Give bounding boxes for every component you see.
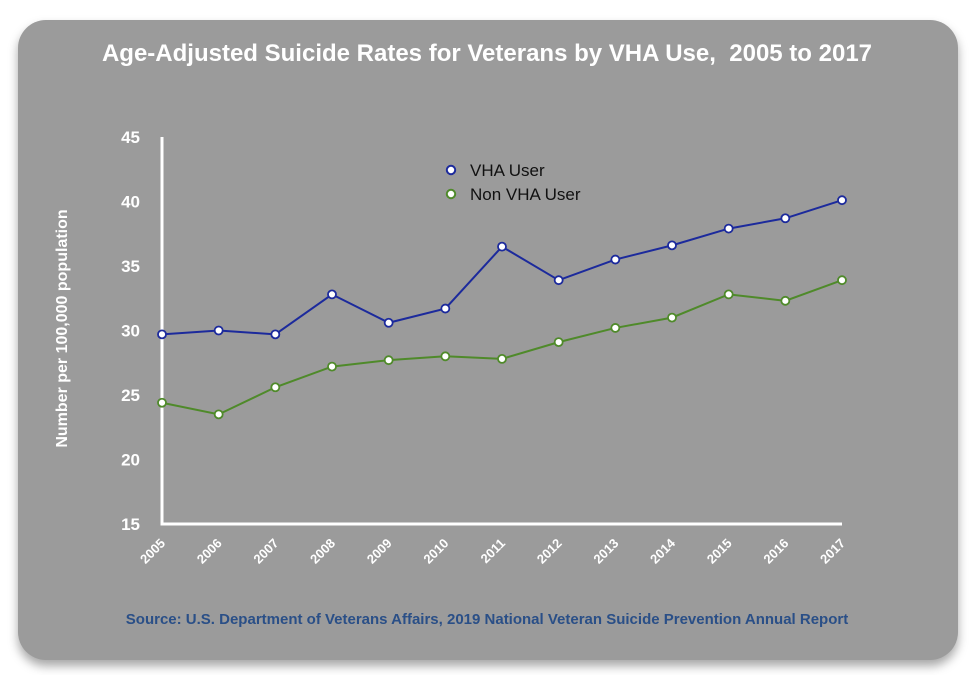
vha-user-point <box>723 223 734 234</box>
non-vha-user-point <box>497 353 507 364</box>
non-vha-user-line <box>161 279 843 416</box>
vha-user-point <box>383 317 394 328</box>
vha-user-point <box>837 195 847 206</box>
y-axis-label: Number per 100,000 population <box>54 209 71 447</box>
x-tick-label: 2013 <box>590 536 621 567</box>
x-tick-label: 2012 <box>534 536 565 567</box>
non-vha-user-point <box>610 323 621 333</box>
vha-user-point <box>553 275 564 286</box>
non-vha-user-point <box>723 289 734 300</box>
vha-user-point <box>213 325 224 336</box>
x-tick-label: 2016 <box>760 536 791 567</box>
vha-user-point <box>667 240 677 251</box>
y-tick-label: 20 <box>121 451 140 470</box>
vha-user-point <box>610 254 621 265</box>
vha-user-point <box>497 241 507 252</box>
non-vha-user-point <box>157 397 167 408</box>
vha-user-point <box>780 213 791 224</box>
x-tick-label: 2014 <box>647 535 679 567</box>
chart-legend: VHA User Non VHA User <box>445 161 581 204</box>
vha-user-line <box>161 199 843 336</box>
non-vha-user-point <box>270 382 281 393</box>
chart-card <box>18 20 958 660</box>
x-tick-label: 2005 <box>137 536 168 567</box>
non-vha-user-point <box>213 409 224 420</box>
legend-marker-non-vha-user <box>445 188 457 200</box>
source-note: Source: U.S. Department of Veterans Affa… <box>125 611 849 628</box>
y-tick-label: 25 <box>121 386 140 405</box>
x-tick-label: 2011 <box>478 536 509 567</box>
non-vha-user-point <box>837 275 847 286</box>
non-vha-user-point <box>667 312 677 323</box>
non-vha-user-point <box>383 355 394 366</box>
y-tick-label: 30 <box>121 322 140 341</box>
x-tick-label: 2006 <box>194 536 225 567</box>
x-tick-label: 2009 <box>364 536 395 567</box>
legend-marker-vha-user <box>445 164 457 176</box>
vha-user-point <box>327 289 337 300</box>
non-vha-user-point <box>553 337 564 348</box>
chart-series <box>157 195 847 420</box>
x-tick-label: 2017 <box>817 536 848 567</box>
non-vha-user-point <box>327 361 337 372</box>
vha-user-point <box>157 329 167 340</box>
y-tick-label: 40 <box>121 193 140 212</box>
x-tick-label: 2007 <box>250 536 281 567</box>
y-tick-label: 15 <box>121 515 140 534</box>
non-vha-user-point <box>440 351 451 362</box>
y-tick-label: 35 <box>121 257 140 276</box>
x-tick-label: 2010 <box>420 536 451 567</box>
x-tick-label: 2008 <box>307 536 338 567</box>
x-tick-label: 2015 <box>704 536 735 567</box>
vha-user-point <box>440 303 451 314</box>
vha-user-point <box>270 329 281 340</box>
legend-label-non-vha-user: Non VHA User <box>470 185 581 204</box>
chart-title: Age-Adjusted Suicide Rates for Veterans … <box>101 40 873 67</box>
non-vha-user-point <box>780 295 791 306</box>
y-tick-label: 45 <box>121 128 140 147</box>
legend-label-vha-user: VHA User <box>470 161 545 180</box>
